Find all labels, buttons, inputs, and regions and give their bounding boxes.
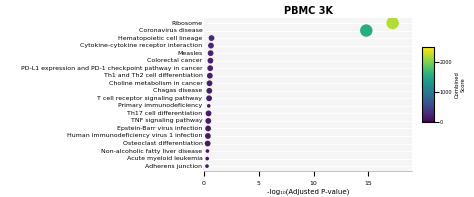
Point <box>204 150 211 153</box>
Point <box>204 134 212 138</box>
Point <box>208 36 215 40</box>
Point <box>207 44 215 47</box>
Point <box>205 112 212 115</box>
Point <box>206 89 213 92</box>
Point <box>206 67 214 70</box>
Y-axis label: Combined
Score: Combined Score <box>455 71 466 98</box>
Point <box>205 97 213 100</box>
Point <box>363 29 370 32</box>
Point <box>205 104 212 107</box>
Point <box>207 59 214 62</box>
Point <box>389 21 396 25</box>
Point <box>204 127 212 130</box>
Point <box>203 164 211 168</box>
Point <box>206 82 213 85</box>
Point <box>203 157 211 160</box>
Point <box>206 74 214 77</box>
Point <box>207 52 214 55</box>
Point <box>204 119 212 123</box>
X-axis label: -log₁₀(Adjusted P-value): -log₁₀(Adjusted P-value) <box>267 189 349 195</box>
Point <box>204 142 211 145</box>
Title: PBMC 3K: PBMC 3K <box>283 6 333 16</box>
